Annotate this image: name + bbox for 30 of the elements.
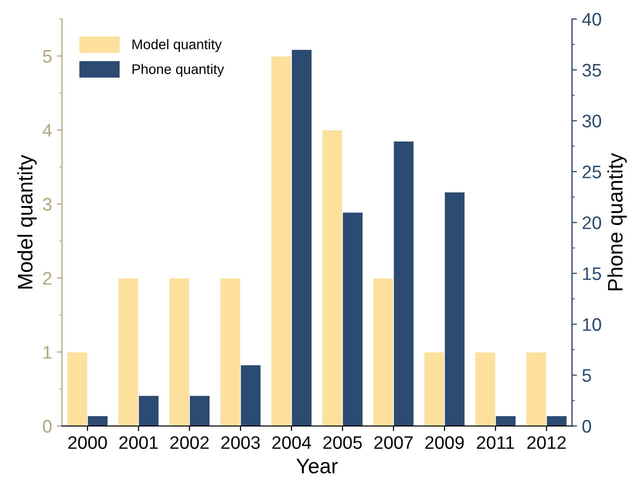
legend-label: Model quantity [132, 39, 222, 52]
x-tick-label: 2007 [374, 436, 413, 449]
y2-tick-label: 30 [582, 114, 602, 128]
x-tick-label: 2000 [68, 436, 107, 449]
y2-tick-label: 20 [582, 216, 602, 230]
y-tick-label: 1 [44, 346, 52, 359]
x-tick-label: 2003 [221, 436, 260, 449]
y2-tick-label: 10 [583, 318, 602, 331]
legend-label: Phone quantity [132, 64, 224, 77]
y2-tick-label: 15 [583, 267, 602, 280]
y-axis-title: Model quantity [17, 154, 37, 289]
x-tick-label: 2011 [476, 436, 514, 449]
y-tick-label: 3 [42, 198, 52, 211]
y-tick-label: 2 [43, 272, 52, 285]
y2-tick-label: 5 [582, 369, 592, 382]
y2-tick-label: 0 [582, 420, 592, 433]
y-tick-label: 4 [42, 124, 52, 137]
x-tick-label: 2001 [119, 436, 158, 449]
x-tick-label: 2004 [272, 436, 312, 449]
y2-tick-label: 35 [582, 64, 602, 77]
x-tick-label: 2005 [323, 436, 362, 449]
x-tick-label: 2002 [170, 436, 209, 449]
x-tick-label: 2012 [527, 436, 566, 449]
y-tick-label: 5 [42, 50, 52, 63]
y2-tick-label: 25 [582, 166, 602, 178]
y-tick-label: 0 [42, 420, 52, 433]
x-axis-title: Year [296, 458, 338, 474]
x-tick-label: 2009 [425, 436, 464, 449]
y2-tick-label: 40 [582, 12, 602, 26]
y2-axis-title: Phone quantity [607, 153, 627, 290]
